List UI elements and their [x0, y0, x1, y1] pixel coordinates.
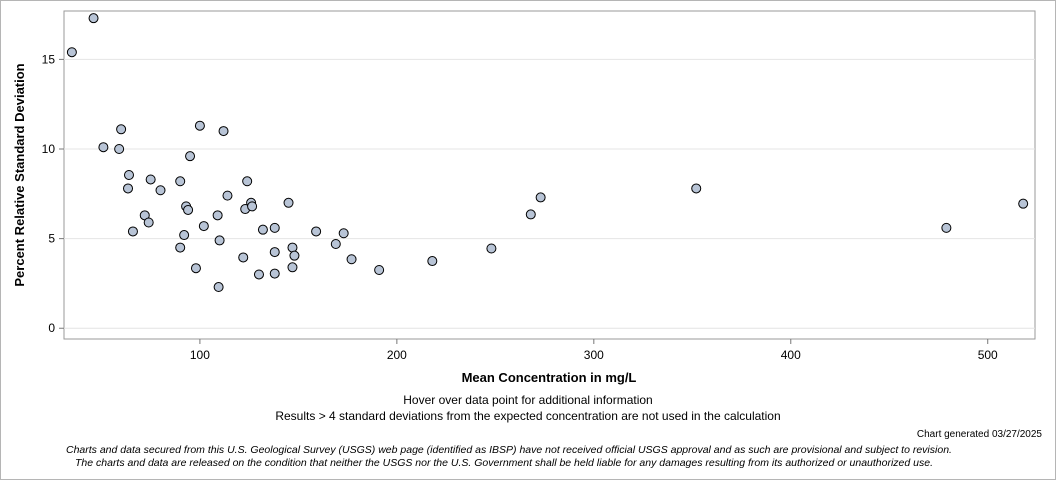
data-point[interactable] [338, 228, 349, 239]
x-tick-label: 400 [781, 348, 801, 362]
grid-lines [64, 58, 1035, 329]
data-point[interactable] [311, 226, 322, 237]
data-point[interactable] [145, 174, 156, 185]
data-point[interactable] [269, 222, 280, 233]
data-point[interactable] [114, 144, 125, 155]
data-point[interactable] [116, 124, 127, 135]
data-point[interactable] [198, 221, 209, 232]
data-point[interactable] [98, 142, 109, 153]
hover-note: Hover over data point for additional inf… [403, 393, 653, 407]
data-point[interactable] [88, 13, 99, 24]
data-point[interactable] [194, 120, 205, 131]
data-point[interactable] [247, 201, 258, 212]
data-point[interactable] [175, 176, 186, 187]
data-point[interactable] [179, 230, 190, 241]
data-point[interactable] [175, 242, 186, 253]
data-point[interactable] [535, 192, 546, 203]
data-point[interactable] [238, 252, 249, 263]
chart-generated-date: Chart generated 03/27/2025 [916, 429, 1042, 440]
data-point[interactable] [242, 176, 253, 187]
data-point[interactable] [213, 282, 224, 293]
data-point[interactable] [287, 242, 298, 253]
data-point[interactable] [253, 269, 264, 280]
data-point[interactable] [212, 210, 223, 221]
y-tick-label: 0 [48, 321, 55, 335]
data-point[interactable] [289, 250, 300, 261]
data-point[interactable] [218, 126, 229, 137]
y-axis-title: Percent Relative Standard Deviation [12, 63, 27, 286]
y-axis-ticks: 0 5 10 15 [42, 52, 64, 335]
disclaimer-line-2: The charts and data are released on the … [75, 457, 933, 469]
data-point[interactable] [269, 247, 280, 258]
y-tick-label: 10 [42, 142, 56, 156]
data-point[interactable] [287, 262, 298, 273]
y-tick-label: 5 [48, 232, 55, 246]
data-point[interactable] [257, 224, 268, 235]
data-point[interactable] [427, 256, 438, 267]
data-point[interactable] [183, 204, 194, 215]
data-point[interactable] [346, 254, 357, 265]
data-point[interactable] [269, 268, 280, 279]
data-point[interactable] [123, 170, 134, 180]
x-axis-title: Mean Concentration in mg/L [462, 370, 637, 385]
data-point[interactable] [190, 263, 201, 274]
data-point[interactable] [66, 47, 77, 58]
plot-area [63, 10, 1036, 340]
disclaimer-line-1: Charts and data secured from this U.S. G… [66, 444, 952, 456]
y-tick-label: 15 [42, 52, 56, 66]
x-axis-ticks: 100 200 300 400 500 [190, 339, 998, 362]
data-point[interactable] [1018, 198, 1029, 209]
x-tick-label: 100 [190, 348, 210, 362]
data-point[interactable] [486, 243, 497, 254]
data-point[interactable] [222, 190, 233, 201]
data-point[interactable] [123, 183, 134, 194]
x-tick-label: 200 [387, 348, 407, 362]
data-point[interactable] [283, 197, 294, 208]
results-note: Results > 4 standard deviations from the… [275, 409, 781, 423]
x-tick-label: 300 [584, 348, 604, 362]
data-point[interactable] [941, 222, 952, 233]
data-point[interactable] [525, 209, 536, 220]
data-point[interactable] [691, 183, 702, 194]
data-point[interactable] [155, 185, 166, 196]
data-point[interactable] [374, 264, 385, 275]
data-point[interactable] [143, 217, 154, 228]
x-tick-label: 500 [978, 348, 998, 362]
data-point[interactable] [127, 226, 138, 237]
data-points[interactable] [66, 13, 1029, 293]
data-point[interactable] [330, 239, 341, 250]
data-point[interactable] [185, 151, 196, 162]
data-point[interactable] [214, 235, 225, 246]
